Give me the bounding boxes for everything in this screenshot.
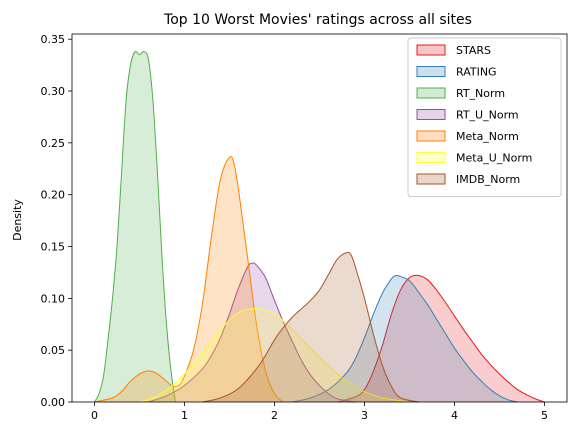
legend-label: Meta_U_Norm [456,152,532,165]
legend-label: Meta_Norm [456,130,519,143]
legend-label: STARS [456,44,491,57]
legend-swatch [417,88,445,98]
x-tick-label: 2 [271,409,278,422]
legend-label: RT_U_Norm [456,109,519,122]
legend-item-meta-norm: Meta_Norm [417,130,519,143]
legend-swatch [417,153,445,163]
legend-label: RT_Norm [456,87,505,100]
legend-item-rt-u-norm: RT_U_Norm [417,109,519,122]
x-tick-label: 0 [91,409,98,422]
legend-swatch [417,110,445,120]
y-tick-label: 0.30 [41,85,66,98]
legend-swatch [417,67,445,77]
x-tick-label: 1 [181,409,188,422]
x-tick-label: 4 [451,409,458,422]
x-tick-label: 3 [361,409,368,422]
y-tick-label: 0.25 [41,137,66,150]
legend-item-imdb-norm: IMDB_Norm [417,173,520,186]
y-tick-label: 0.05 [41,344,66,357]
x-tick-label: 5 [541,409,548,422]
y-tick-label: 0.10 [41,292,66,305]
legend-label: IMDB_Norm [456,173,520,186]
y-tick-label: 0.00 [41,396,66,409]
legend-label: RATING [456,66,497,79]
y-tick-label: 0.15 [41,241,66,254]
legend-swatch [417,174,445,184]
legend-swatch [417,131,445,141]
legend: STARS RATING RT_Norm RT_U_Norm Meta_Norm Meta… [408,38,561,197]
x-axis: 0 1 2 3 4 5 [91,402,548,422]
legend-item-rt-norm: RT_Norm [417,87,505,100]
legend-swatch [417,45,445,55]
y-tick-label: 0.20 [41,189,66,202]
y-tick-label: 0.35 [41,33,66,46]
chart-title: Top 10 Worst Movies' ratings across all … [163,12,472,28]
legend-item-meta-u-norm: Meta_U_Norm [417,152,532,165]
y-axis: 0.00 0.05 0.10 0.15 0.20 0.25 0.30 0.35 [41,33,73,409]
legend-item-rating: RATING [417,66,497,79]
y-axis-label: Density [11,199,24,241]
